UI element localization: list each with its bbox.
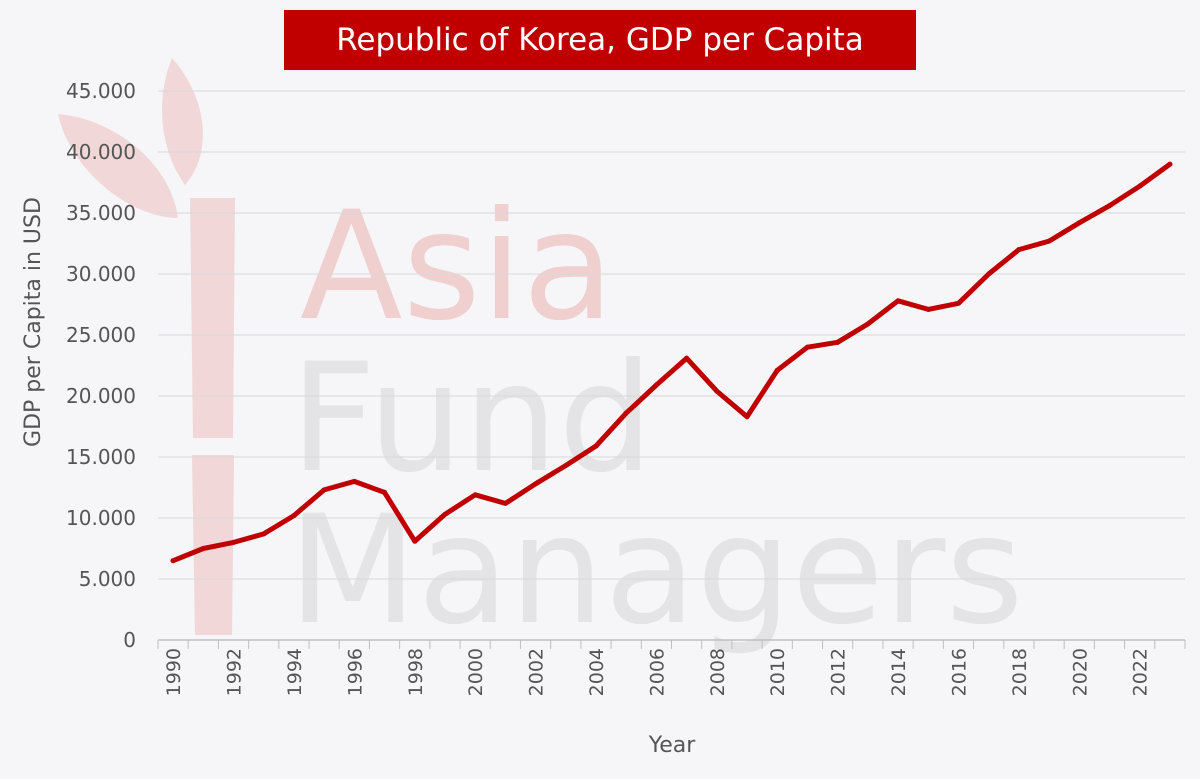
- x-tick-label: 2016: [948, 648, 970, 696]
- data-point: [1137, 183, 1143, 189]
- chart-title-box: Republic of Korea, GDP per Capita: [284, 10, 916, 70]
- y-tick-label: 0: [123, 628, 136, 652]
- x-tick-label: 2008: [707, 648, 729, 696]
- y-tick-label: 20.000: [66, 384, 136, 408]
- data-point: [895, 298, 901, 304]
- data-point: [321, 487, 327, 493]
- chart-title: Republic of Korea, GDP per Capita: [336, 22, 864, 58]
- x-tick-label: 2006: [646, 648, 668, 696]
- data-point: [200, 546, 206, 551]
- x-tick-label: 2012: [828, 648, 850, 696]
- x-tick-label: 2020: [1069, 648, 1091, 696]
- y-tick-label: 15.000: [66, 445, 136, 469]
- data-point: [1076, 220, 1082, 226]
- series-line-gdp-per-capita: [170, 161, 1173, 564]
- data-point: [170, 558, 176, 564]
- data-point: [684, 355, 690, 361]
- y-tick-label: 40.000: [66, 140, 136, 164]
- data-point: [653, 382, 659, 388]
- data-point: [563, 463, 569, 469]
- y-tick-label: 35.000: [66, 201, 136, 225]
- data-point: [533, 481, 539, 487]
- y-tick-label: 30.000: [66, 262, 136, 286]
- x-tick-label: 2014: [888, 648, 910, 696]
- y-tick-label: 5.000: [79, 567, 136, 591]
- data-point: [804, 344, 810, 350]
- data-point: [623, 410, 629, 416]
- data-point: [744, 414, 750, 420]
- y-axis: 0 5.000 10.000 15.000 20.000 25.000 30.000 35.0…: [66, 79, 136, 652]
- x-tick-label: 2010: [767, 648, 789, 696]
- x-axis-title: Year: [648, 733, 697, 758]
- data-point: [714, 388, 720, 394]
- gridlines: [158, 90, 1185, 580]
- data-point: [774, 367, 780, 373]
- x-tick-label: 1990: [163, 648, 185, 696]
- x-tick-label: 2004: [586, 648, 608, 696]
- watermark: Asia Fund Managers: [58, 58, 1024, 658]
- x-tick-label: 1996: [344, 648, 366, 696]
- data-point: [986, 271, 992, 277]
- data-point: [1016, 247, 1022, 253]
- watermark-leaf-left: [58, 114, 178, 218]
- data-point: [442, 511, 448, 517]
- data-point: [955, 300, 961, 306]
- data-point: [1046, 238, 1052, 244]
- x-tick-label: 1998: [405, 648, 427, 696]
- x-tick-label: 1992: [224, 648, 246, 696]
- y-tick-label: 45.000: [66, 79, 136, 103]
- x-axis: 1990 1992 1994 1996 1998 2000 2002 2004 2006 2008…: [157, 639, 1186, 696]
- watermark-word-asia: Asia: [300, 180, 614, 354]
- x-tick-label: 1994: [284, 648, 306, 696]
- data-point: [1167, 161, 1173, 167]
- watermark-word-managers: Managers: [288, 484, 1024, 658]
- data-point: [593, 443, 599, 449]
- data-point: [412, 538, 418, 544]
- data-point: [351, 478, 357, 484]
- data-point: [865, 321, 871, 327]
- x-tick-label: 2022: [1130, 648, 1152, 696]
- watermark-stem-upper: [190, 198, 235, 438]
- series-layer: [170, 161, 1173, 564]
- data-point: [291, 513, 297, 519]
- data-point: [502, 500, 508, 506]
- watermark-leaf-right: [162, 58, 203, 185]
- y-tick-label: 10.000: [66, 506, 136, 530]
- data-point: [472, 492, 478, 498]
- x-tick-label: 2000: [465, 648, 487, 696]
- watermark-word-fund: Fund: [290, 332, 653, 506]
- data-point: [925, 306, 931, 312]
- data-point: [231, 539, 237, 545]
- y-tick-label: 25.000: [66, 323, 136, 347]
- data-point: [261, 531, 267, 537]
- data-point: [835, 339, 841, 345]
- x-tick-label: 2018: [1009, 648, 1031, 696]
- data-point: [1106, 203, 1112, 209]
- x-tick-label: 2002: [526, 648, 548, 696]
- data-point: [382, 489, 388, 495]
- y-axis-title: GDP per Capita in USD: [21, 197, 46, 447]
